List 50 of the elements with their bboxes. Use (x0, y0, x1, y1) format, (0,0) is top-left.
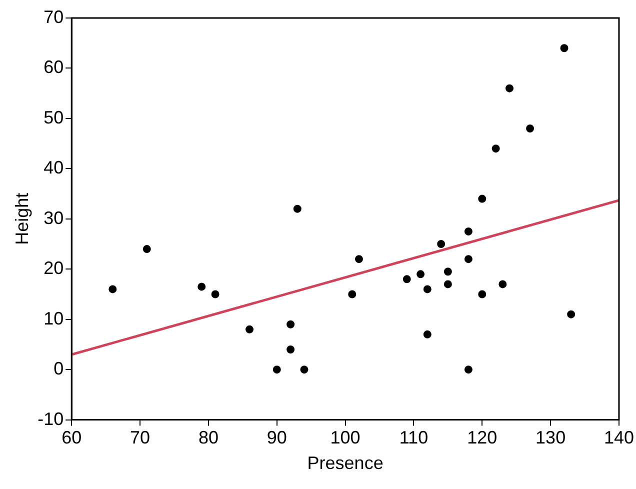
x-tick-label: 120 (467, 428, 498, 448)
point (423, 330, 432, 338)
point (272, 366, 281, 374)
x-tick-label: 90 (266, 428, 287, 448)
y-tick-label: 20 (44, 258, 64, 278)
point (246, 325, 254, 334)
point (402, 275, 411, 284)
y-tick-label: 30 (44, 208, 64, 228)
point (198, 282, 206, 291)
point (211, 290, 220, 298)
point (416, 270, 425, 278)
point (444, 268, 452, 276)
point (444, 280, 452, 288)
point (286, 320, 295, 328)
point (560, 44, 568, 52)
point (526, 124, 534, 132)
y-tick-label: 10 (44, 308, 64, 328)
point (354, 255, 363, 264)
point (142, 245, 151, 254)
point (293, 204, 302, 213)
point (478, 290, 486, 298)
point (300, 366, 308, 374)
x-tick-label: 140 (604, 428, 634, 448)
x-tick-label: 60 (62, 428, 82, 448)
point (492, 144, 500, 153)
x-tick-label: 100 (330, 428, 360, 448)
x-tick-label: 130 (536, 428, 566, 448)
x-tick-label: 80 (198, 428, 218, 448)
point (348, 290, 356, 298)
y-axis-title: Height (12, 192, 32, 245)
point (423, 285, 432, 294)
point (464, 366, 472, 374)
point (567, 310, 576, 318)
point (108, 285, 117, 294)
x-tick-label: 70 (130, 428, 150, 448)
y-tick-label: 50 (44, 107, 64, 128)
point (478, 194, 486, 203)
point (464, 227, 472, 236)
y-tick-label: 0 (54, 358, 64, 379)
point (506, 84, 514, 92)
point (464, 255, 472, 264)
y-tick-label: 40 (44, 158, 64, 178)
x-tick-label: 110 (399, 428, 428, 448)
point (286, 345, 295, 354)
point (498, 280, 507, 288)
x-axis-title: Presence (307, 453, 384, 474)
y-tick-label: 60 (44, 57, 64, 78)
y-tick-label: 70 (44, 6, 64, 27)
y-tick-label: -10 (38, 408, 64, 429)
point (437, 240, 446, 248)
